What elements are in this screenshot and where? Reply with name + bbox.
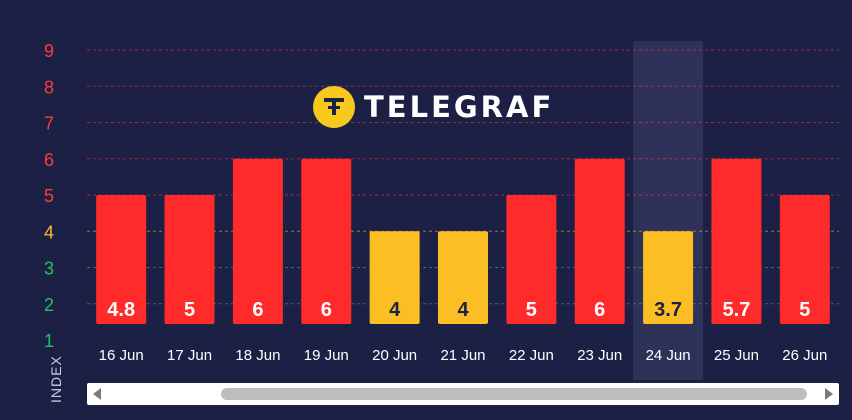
bar-value-label: 4 [457,299,469,321]
scrollbar-thumb[interactable] [221,388,807,400]
bar-value-label: 3.7 [654,299,682,321]
y-tick-label: 2 [44,295,54,315]
y-axis-title: INDEX [48,355,64,403]
arrow-left-icon[interactable] [93,388,101,400]
bar-value-label: 5 [799,299,810,321]
bar [232,158,283,324]
bar [506,195,557,324]
x-tick-label: 20 Jun [372,347,417,364]
telegraf-logo: TELEGRAF [313,86,554,128]
y-tick-label: 7 [44,114,54,134]
x-tick-label: 18 Jun [235,347,280,364]
x-tick-label: 25 Jun [714,347,759,364]
bar-value-label: 4.8 [107,299,135,321]
logo-text: TELEGRAF [364,90,555,124]
bar [369,231,420,324]
bar-value-label: 6 [321,299,332,321]
x-tick-label: 26 Jun [782,347,827,364]
arrow-right-icon[interactable] [825,388,833,400]
x-tick-label: 22 Jun [509,347,554,364]
bar-value-label: 4 [389,299,401,321]
y-tick-label: 8 [44,77,54,97]
index-bar-chart: 1 2 3 4 5 6 7 8 9 4.8 16 Jun 5 17 Jun 6 18 Jun 6 19 Jun 4… [44,41,839,380]
bar-value-label: 5 [184,299,195,321]
y-tick-label: 4 [44,222,54,242]
bar-value-label: 6 [252,299,263,321]
bar [438,231,488,324]
bar-value-label: 6 [594,299,605,321]
bar [96,195,147,324]
y-tick-label: 5 [44,186,54,206]
bar-value-label: 5.7 [723,299,751,321]
highlight-column [633,41,704,380]
x-tick-label: 24 Jun [646,347,691,364]
y-tick-label: 6 [44,150,54,170]
bar [574,158,625,324]
telegraf-logo-icon [313,86,355,128]
bar [643,231,694,324]
x-tick-label: 16 Jun [99,347,144,364]
bar [164,195,215,324]
x-tick-label: 21 Jun [440,347,485,364]
y-tick-label: 1 [44,331,54,351]
chart-scrollbar[interactable] [87,383,839,405]
bar [711,158,762,324]
y-tick-label: 9 [44,41,54,61]
bar [779,195,830,324]
bar-value-label: 5 [526,299,537,321]
y-tick-label: 3 [44,259,54,279]
x-tick-label: 17 Jun [167,347,212,364]
x-tick-label: 23 Jun [577,347,622,364]
bar [301,158,352,324]
x-tick-label: 19 Jun [304,347,349,364]
